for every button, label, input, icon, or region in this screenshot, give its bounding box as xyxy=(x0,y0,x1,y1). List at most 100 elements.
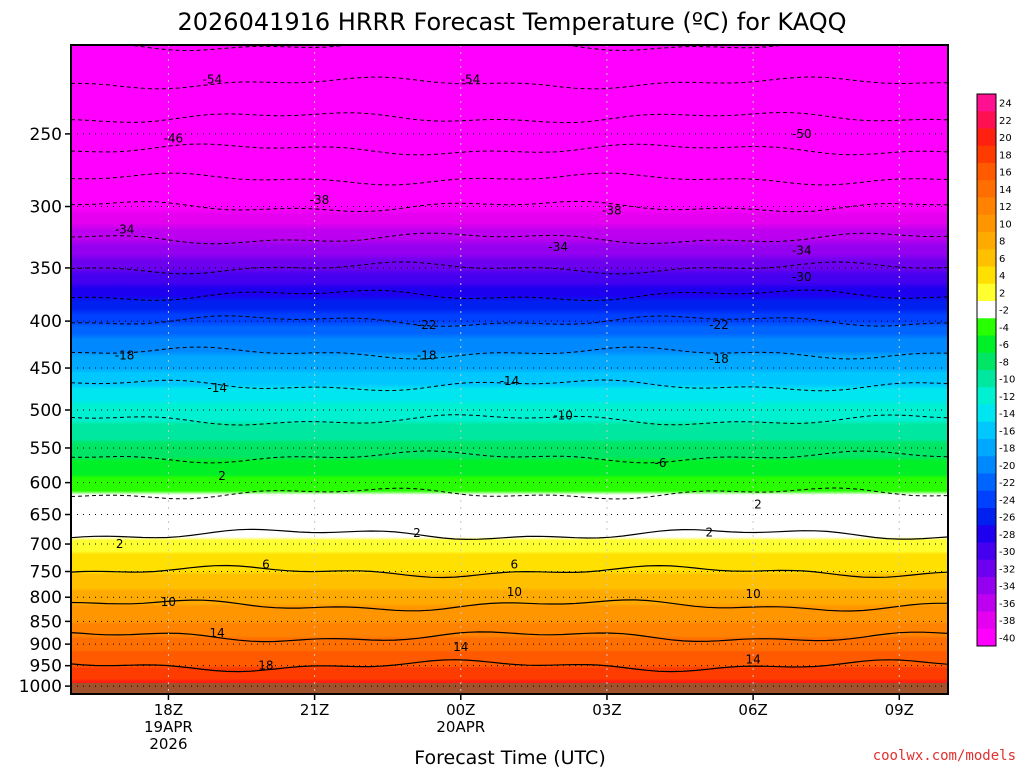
colorbar-label: -6 xyxy=(999,340,1009,351)
x-tick-label: 21Z xyxy=(300,701,329,719)
y-tick-label: 300 xyxy=(30,198,62,218)
colorbar-label: -16 xyxy=(999,426,1015,437)
colorbar-swatch xyxy=(977,352,996,371)
colorbar-label: -26 xyxy=(999,513,1015,524)
colorbar-swatch xyxy=(977,439,996,457)
y-tick-label: 850 xyxy=(30,612,62,632)
x-tick-label: 03Z xyxy=(592,701,621,719)
x-tick-date-label: 2026 xyxy=(149,735,187,753)
contour-label: 10 xyxy=(161,595,176,609)
x-tick-label: 18Z xyxy=(154,701,183,719)
colorbar-swatch xyxy=(977,456,996,474)
contour-label: -30 xyxy=(792,270,812,284)
colorbar-label: -12 xyxy=(999,392,1015,403)
isotherm-line xyxy=(71,76,947,90)
isotherm-line xyxy=(71,450,948,464)
colorbar-label: 22 xyxy=(999,116,1012,127)
x-tick-label: 00Z xyxy=(446,701,475,719)
colorbar: 24 22 20 18 16 14 12 10 8 6 4 2 -2 -4 -6 -8 -10 -12 -14 -16… xyxy=(976,93,1015,647)
colorbar-label: 12 xyxy=(999,202,1012,213)
colorbar-label: 14 xyxy=(999,185,1012,196)
plot-area: -54 -54 -46 -50 -38 -38 -34 -34 -34 -30 -22 -22 -18 -… xyxy=(71,45,948,694)
isotherm-line xyxy=(71,599,947,612)
isotherm-line xyxy=(71,379,948,392)
contour-label: -38 xyxy=(602,203,622,217)
colorbar-swatch xyxy=(977,404,996,423)
isotherm-line xyxy=(71,289,948,302)
colorbar-swatch xyxy=(977,594,996,612)
colorbar-label: 20 xyxy=(999,133,1012,144)
y-tick-label: 650 xyxy=(30,506,62,526)
colorbar-label: -4 xyxy=(999,323,1009,334)
colorbar-swatch xyxy=(977,197,996,216)
contour-label: 2 xyxy=(754,498,762,512)
isotherm-line xyxy=(71,528,948,541)
contour-label: 6 xyxy=(262,558,270,572)
contour-label: -34 xyxy=(548,240,568,254)
colorbar-swatch xyxy=(977,163,996,181)
colorbar-label: -28 xyxy=(999,530,1015,541)
y-tick-label: 450 xyxy=(30,359,62,379)
contour-label: 2 xyxy=(413,526,421,540)
colorbar-label: 24 xyxy=(999,99,1012,110)
credit-text: coolwx.com/models xyxy=(873,748,1016,764)
colorbar-label: -8 xyxy=(999,357,1009,368)
colorbar-swatch xyxy=(977,128,996,147)
colorbar-label: 4 xyxy=(999,271,1005,282)
contour-label: 6 xyxy=(511,558,519,572)
isotherm-line xyxy=(71,659,948,673)
colorbar-label: -18 xyxy=(999,444,1015,455)
isotherm-line xyxy=(71,564,948,579)
y-tick-label: 800 xyxy=(30,588,62,608)
colorbar-label: -2 xyxy=(999,306,1009,317)
colorbar-label: 18 xyxy=(999,150,1012,161)
y-tick-label: 250 xyxy=(30,125,62,145)
isotherm-line xyxy=(71,315,948,327)
y-tick-label: 550 xyxy=(30,439,62,459)
grid-lines xyxy=(71,45,948,694)
contour-label: 10 xyxy=(745,587,760,601)
contour-label: 14 xyxy=(745,652,760,666)
colorbar-swatch xyxy=(977,94,996,112)
colorbar-swatch xyxy=(977,473,996,492)
colorbar-swatch xyxy=(977,628,996,647)
contour-label: 14 xyxy=(210,626,225,640)
isotherm-line xyxy=(71,487,948,500)
y-tick-label: 600 xyxy=(30,474,62,494)
temperature-field xyxy=(71,45,948,694)
colorbar-swatch xyxy=(977,214,996,233)
colorbar-swatch xyxy=(977,335,996,354)
colorbar-swatch xyxy=(977,559,996,578)
colorbar-swatch xyxy=(977,180,996,198)
colorbar-label: 8 xyxy=(999,237,1005,248)
isotherm-line xyxy=(71,172,948,186)
contour-label: -34 xyxy=(115,223,135,237)
contour-label: -34 xyxy=(792,243,812,257)
y-tick-label: 400 xyxy=(30,312,62,332)
colorbar-label: -10 xyxy=(999,375,1015,386)
colorbar-label: -14 xyxy=(999,409,1015,420)
colorbar-label: -22 xyxy=(999,478,1015,489)
contour-label: -14 xyxy=(207,381,227,395)
y-tick-label: 350 xyxy=(30,259,62,279)
colorbar-swatch xyxy=(977,611,996,630)
colorbar-swatch xyxy=(977,542,996,561)
contour-label: -54 xyxy=(461,72,481,86)
colorbar-label: -24 xyxy=(999,495,1015,506)
contour-label: -22 xyxy=(417,318,437,332)
isotherm-line xyxy=(71,232,948,245)
colorbar-label: -32 xyxy=(999,564,1015,575)
y-tick-label: 950 xyxy=(30,657,62,677)
contour-label: 2 xyxy=(705,525,713,539)
x-tick-label: 06Z xyxy=(738,701,767,719)
contour-label: -54 xyxy=(202,72,222,86)
contour-label: -46 xyxy=(164,132,184,146)
colorbar-swatch xyxy=(977,508,996,526)
contour-label: -14 xyxy=(500,374,520,388)
colorbar-swatch xyxy=(977,266,996,285)
colorbar-swatch xyxy=(977,301,996,319)
contour-label: -18 xyxy=(115,348,135,362)
colorbar-swatch xyxy=(977,577,996,595)
